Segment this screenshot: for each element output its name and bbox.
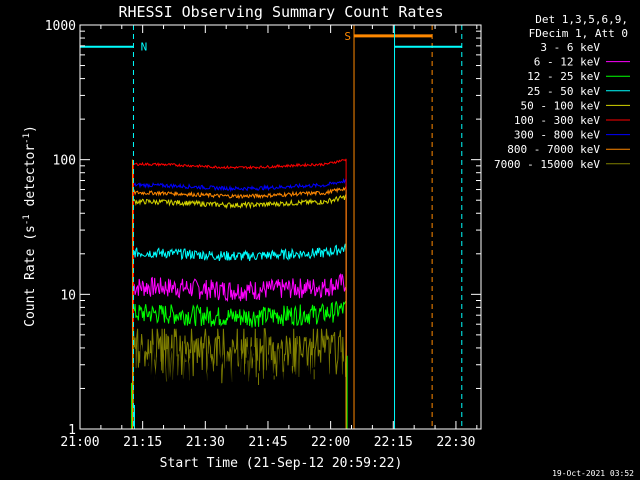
series-layer [133,158,347,430]
x-tick-label: 22:00 [311,435,350,450]
legend-label: 300 - 800 keV [514,129,600,142]
x-tick-label: 21:30 [186,435,225,450]
legend-label: 12 - 25 keV [527,70,600,83]
legend-label: 800 - 7000 keV [507,143,600,156]
y-axis-label: Count Rate (s-1 detector-1) [22,125,38,327]
y-tick-label: 1 [68,423,76,438]
legend: Det 1,3,5,6,9, FDecim 1, Att 0 3 - 6 keV… [494,13,630,171]
y-axis-label-main: Count Rate (s [23,225,38,327]
x-tick-label: 21:15 [123,435,162,450]
y-axis-label-sup1: -1 [22,214,32,225]
x-tick-label: 21:45 [248,435,287,450]
y-axis-label-end: ) [23,125,38,133]
tick-layer: 21:00 21:15 21:30 21:45 22:00 22:15 22:30 1 10 10… [45,19,481,450]
y-tick-label: 100 [53,154,76,169]
x-axis-label: Start Time (21-Sep-12 20:59:22) [160,456,403,471]
series-line [133,158,347,429]
series-line [133,243,347,429]
footer-timestamp: 19-Oct-2021 03:52 [552,469,634,478]
y-tick-label: 10 [60,288,76,303]
legend-header-line-2: FDecim 1, Att 0 [529,27,628,40]
legend-label: 25 - 50 keV [527,85,600,98]
legend-label: 100 - 300 keV [514,114,600,127]
series-line [133,300,347,429]
legend-label: 50 - 100 keV [521,99,601,112]
x-tick-label: 22:30 [436,435,475,450]
y-tick-label: 1000 [45,19,76,34]
legend-label: 6 - 12 keV [534,56,601,69]
plot-frame [79,24,482,430]
night-label: N [141,41,148,54]
chart-title: RHESSI Observing Summary Count Rates [118,3,443,21]
series-line [133,343,347,430]
x-tick-label: 21:00 [60,435,99,450]
series-line [133,177,347,429]
saa-label: S [344,30,351,43]
legend-header-line-1: Det 1,3,5,6,9, [535,13,628,26]
legend-label: 7000 - 15000 keV [494,158,600,171]
legend-label: 3 - 6 keV [540,41,600,54]
series-line [133,194,347,429]
series-line [133,186,347,429]
y-axis-label-sup2: -1 [22,133,32,144]
x-tick-label: 22:15 [374,435,413,450]
series-line [133,273,347,429]
y-axis-label-mid: detector [23,144,38,215]
